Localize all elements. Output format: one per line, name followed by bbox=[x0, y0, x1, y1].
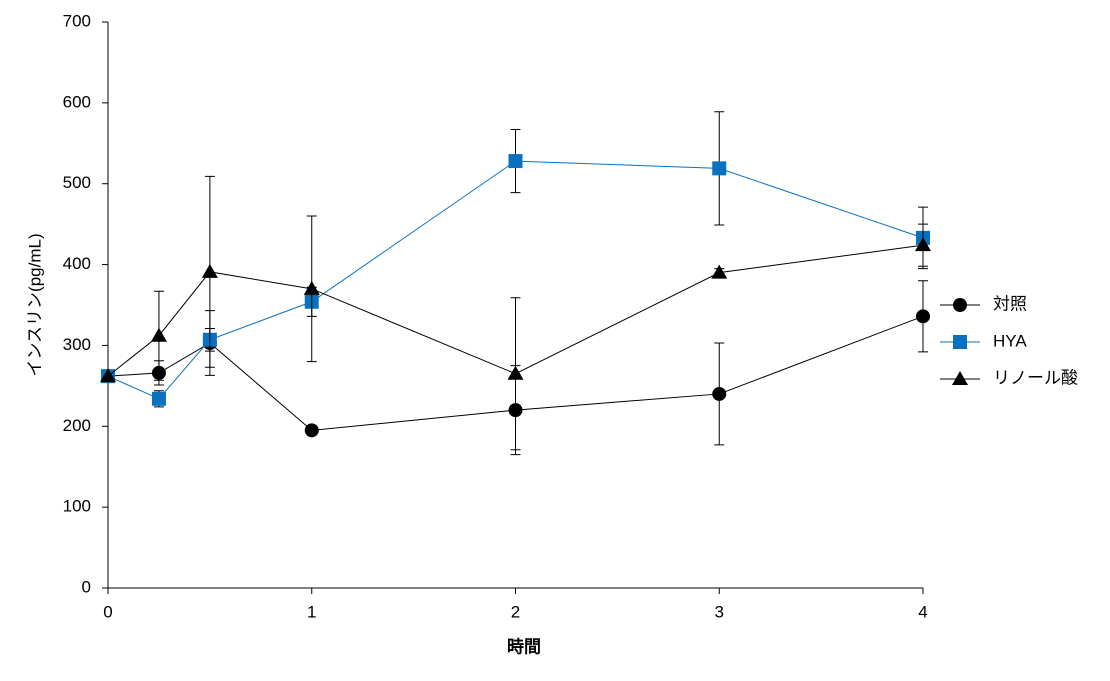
data-point bbox=[711, 264, 728, 279]
data-point bbox=[304, 423, 319, 438]
x-tick-label: 3 bbox=[715, 602, 724, 621]
data-point bbox=[916, 309, 930, 324]
legend-marker bbox=[953, 298, 967, 312]
y-tick-label: 600 bbox=[63, 92, 91, 111]
data-point bbox=[712, 386, 727, 401]
legend-label: リノール酸 bbox=[993, 368, 1078, 387]
data-point bbox=[712, 161, 727, 176]
x-tick-label: 1 bbox=[307, 602, 316, 621]
y-tick-label: 700 bbox=[63, 11, 91, 30]
legend-label: HYA bbox=[993, 331, 1027, 350]
data-point bbox=[150, 327, 167, 342]
data-point bbox=[100, 368, 116, 383]
x-tick-label: 0 bbox=[103, 602, 112, 621]
data-point bbox=[201, 263, 218, 278]
y-tick-label: 0 bbox=[82, 577, 91, 596]
data-point bbox=[508, 154, 523, 169]
data-point bbox=[915, 237, 931, 252]
data-point bbox=[507, 365, 524, 380]
y-tick-label: 200 bbox=[63, 416, 91, 435]
data-point bbox=[303, 280, 320, 295]
legend-marker bbox=[953, 335, 967, 349]
x-tick-label: 4 bbox=[918, 602, 927, 621]
x-axis-title: 時間 bbox=[507, 636, 541, 656]
x-tick-label: 2 bbox=[511, 602, 520, 621]
y-tick-label: 300 bbox=[63, 335, 91, 354]
data-point bbox=[151, 391, 166, 406]
y-tick-label: 500 bbox=[63, 173, 91, 192]
y-tick-label: 400 bbox=[63, 254, 91, 273]
legend-label: 対照 bbox=[993, 294, 1027, 313]
legend-marker bbox=[952, 371, 968, 385]
y-tick-label: 100 bbox=[63, 497, 91, 516]
y-axis-title: インスリン(pg/mL) bbox=[25, 233, 44, 376]
